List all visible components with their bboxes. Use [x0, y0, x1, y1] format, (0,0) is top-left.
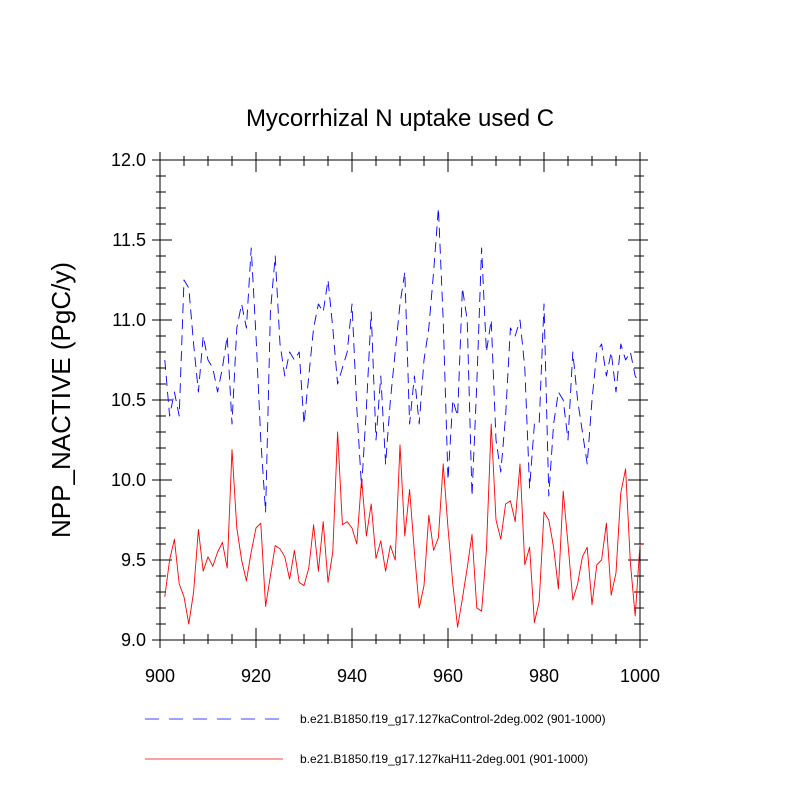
series-lines [164, 207, 641, 628]
y-tick-label: 9.0 [121, 630, 146, 650]
plot-frame [159, 159, 641, 641]
y-tick-label: 11.0 [112, 310, 146, 330]
x-tick-label: 1000 [620, 666, 660, 686]
axis-ticks [152, 152, 648, 648]
legend: b.e21.B1850.f19_g17.127kaControl-2deg.00… [145, 712, 606, 766]
series-line-h11 [164, 423, 641, 628]
y-tick-label: 9.5 [121, 550, 146, 570]
y-tick-label: 10.5 [111, 390, 146, 410]
x-tick-label: 920 [241, 666, 271, 686]
y-tick-label: 12.0 [111, 150, 146, 170]
y-tick-label: 11.5 [112, 230, 146, 250]
y-tick-labels: 9.0 9.5 10.0 10.5 11.0 11.5 12.0 [111, 150, 146, 650]
y-axis-label: NPP_NACTIVE (PgC/y) [46, 262, 76, 538]
series-line-control [164, 207, 641, 513]
chart-title: Mycorrhizal N uptake used C [246, 105, 554, 132]
legend-label-h11: b.e21.B1850.f19_g17.127kaH11-2deg.001 (9… [300, 752, 588, 766]
plot-area: 9.09.510.010.511.011.512.0 900 920 940 960 9… [111, 150, 660, 686]
x-tick-labels: 900 920 940 960 980 1000 [145, 666, 660, 686]
x-tick-label: 900 [145, 666, 175, 686]
x-tick-label: 980 [529, 666, 559, 686]
x-tick-label: 940 [337, 666, 367, 686]
legend-label-control: b.e21.B1850.f19_g17.127kaControl-2deg.00… [300, 712, 606, 726]
x-tick-label: 960 [433, 666, 463, 686]
y-tick-label: 10.0 [111, 470, 146, 490]
